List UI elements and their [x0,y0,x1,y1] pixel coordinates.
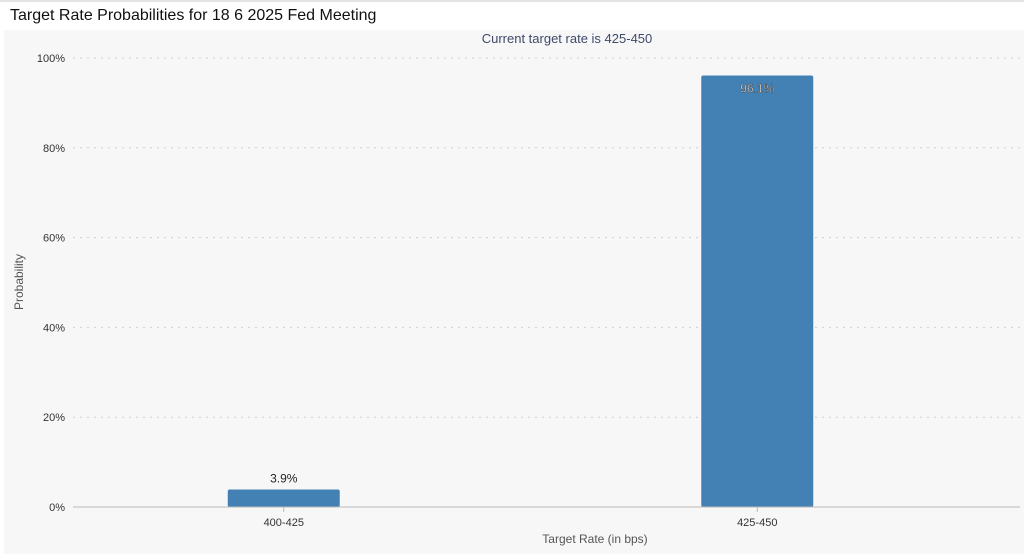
x-tick-label: 425-450 [737,517,777,529]
bar-425-450[interactable] [701,75,814,508]
x-tick-label: 400-425 [264,517,304,529]
gridlines [73,57,1020,418]
chart-panel [4,30,1024,554]
y-axis-title: Probability [12,254,26,310]
y-axis-ticks: 0% 20% 40% 60% 80% 100% [37,53,65,514]
bar-400-425[interactable] [227,489,340,507]
x-axis-title: Target Rate (in bps) [542,532,647,546]
y-tick-label: 40% [43,322,65,334]
data-label: 96.1% [740,82,774,96]
bars: 3.9% 96.1% [227,75,814,508]
x-axis-ticks: 400-425 425-450 [264,507,777,529]
y-tick-label: 80% [43,143,65,155]
page-title: Target Rate Probabilities for 18 6 2025 … [10,7,377,24]
y-tick-label: 0% [49,502,65,514]
y-tick-label: 60% [43,233,65,245]
y-tick-label: 100% [37,53,65,65]
y-tick-label: 20% [43,412,65,424]
chart-subtitle: Current target rate is 425-450 [482,31,653,46]
data-label: 3.9% [270,471,298,485]
